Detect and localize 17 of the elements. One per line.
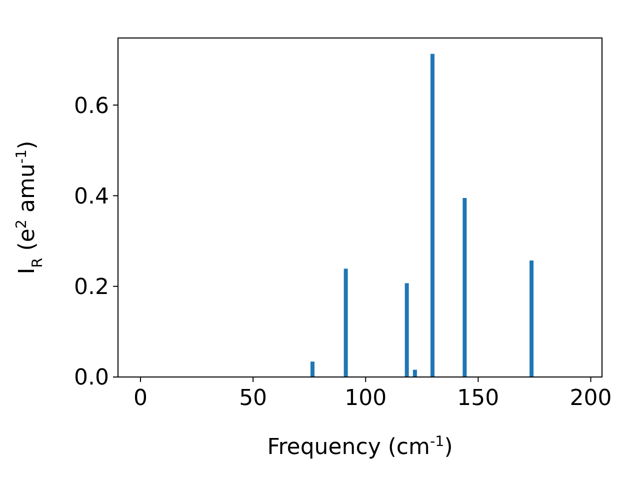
bar — [412, 370, 417, 377]
x-axis-title: Frequency (cm$^{-1}$) — [267, 434, 453, 460]
y-tick-label: 0.2 — [74, 275, 109, 300]
y-tick-label: 0.4 — [74, 184, 109, 210]
y-tick-label: 0.6 — [74, 94, 109, 119]
y-tick-label: 0.0 — [74, 366, 109, 391]
x-tick-label: 100 — [344, 386, 387, 411]
x-tick-label: 200 — [570, 386, 612, 411]
x-tick-label: 0 — [134, 386, 148, 411]
bar — [344, 268, 348, 377]
bar — [530, 260, 534, 377]
bar — [310, 362, 314, 377]
x-tick-label: 150 — [457, 386, 500, 411]
bar — [430, 54, 434, 377]
bar — [462, 198, 467, 377]
x-tick-label: 50 — [239, 386, 268, 411]
bar — [404, 283, 409, 377]
